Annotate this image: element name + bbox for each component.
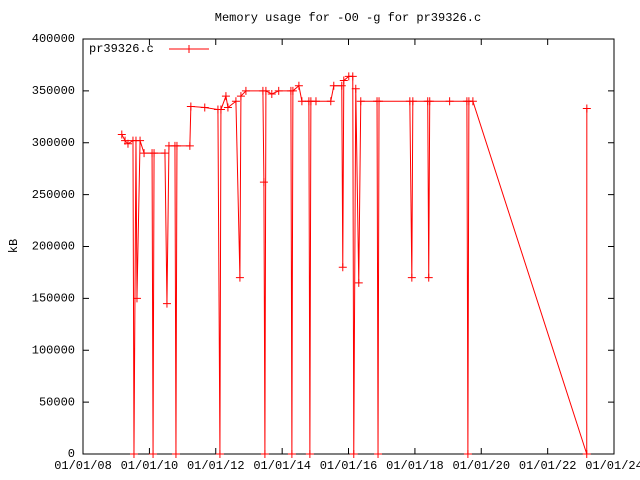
data-point (287, 450, 296, 458)
data-point (260, 450, 269, 458)
data-point (468, 97, 477, 106)
data-point (149, 450, 158, 458)
y-axis-label: kB (7, 239, 21, 253)
data-point (231, 97, 240, 106)
data-point (582, 104, 591, 113)
y-tick-label: 300000 (32, 136, 75, 150)
data-point (349, 450, 358, 458)
data-point (305, 450, 314, 458)
data-point (162, 299, 171, 308)
data-point (132, 294, 141, 303)
data-point (223, 103, 232, 112)
x-tick-label: 01/01/18 (386, 459, 444, 473)
data-point (311, 97, 320, 106)
data-point (582, 450, 591, 458)
data-point (200, 103, 209, 112)
data-point (375, 97, 384, 106)
data-point (348, 72, 357, 81)
plot-border (82, 38, 615, 455)
data-point (129, 450, 138, 458)
data-point (267, 89, 276, 98)
data-point (354, 278, 363, 287)
data-point (235, 273, 244, 282)
y-tick-label: 0 (68, 447, 75, 461)
data-point (329, 81, 338, 90)
data-point (338, 263, 347, 272)
x-tick-label: 01/01/14 (253, 459, 311, 473)
data-point (425, 97, 434, 106)
data-point (150, 149, 159, 158)
data-point (136, 136, 145, 145)
x-tick-label: 01/01/10 (121, 459, 179, 473)
data-point (259, 178, 268, 187)
legend-label: pr39326.c (89, 42, 154, 56)
data-point (326, 97, 335, 106)
data-point (236, 92, 245, 101)
data-point (261, 86, 270, 95)
data-point (288, 86, 297, 95)
data-point (216, 105, 225, 114)
x-tick-label: 01/01/16 (320, 459, 378, 473)
x-tick-label: 01/01/24 (585, 459, 640, 473)
data-point (140, 149, 149, 158)
data-point (221, 92, 230, 101)
y-tick-label: 200000 (32, 240, 75, 254)
x-tick-label: 01/01/12 (187, 459, 245, 473)
x-tick-label: 01/01/22 (519, 459, 577, 473)
data-point (123, 139, 132, 148)
data-point (294, 81, 303, 90)
y-tick-label: 350000 (32, 84, 75, 98)
data-point (117, 130, 126, 139)
data-point (445, 97, 454, 106)
y-tick-label: 250000 (32, 188, 75, 202)
data-point (186, 102, 195, 111)
data-point (463, 450, 472, 458)
data-point (407, 273, 416, 282)
data-point (185, 141, 194, 150)
data-point (337, 81, 346, 90)
data-point (297, 97, 306, 106)
data-point (241, 86, 250, 95)
data-point (374, 450, 383, 458)
chart-title: Memory usage for -O0 -g for pr39326.c (215, 11, 481, 25)
data-point (408, 97, 417, 106)
data-point (160, 149, 169, 158)
data-line (121, 75, 588, 455)
x-tick-label: 01/01/20 (452, 459, 510, 473)
legend-marker (185, 45, 193, 53)
data-point (356, 97, 365, 106)
data-point (351, 84, 360, 93)
data-point (274, 86, 283, 95)
data-point (171, 450, 180, 458)
data-point (172, 141, 181, 150)
x-tick-label: 01/01/08 (54, 459, 112, 473)
y-tick-label: 400000 (32, 32, 75, 46)
y-tick-label: 50000 (39, 395, 75, 409)
y-tick-label: 150000 (32, 292, 75, 306)
data-point (339, 76, 348, 85)
data-point (424, 273, 433, 282)
y-tick-label: 100000 (32, 343, 75, 357)
data-point (215, 450, 224, 458)
